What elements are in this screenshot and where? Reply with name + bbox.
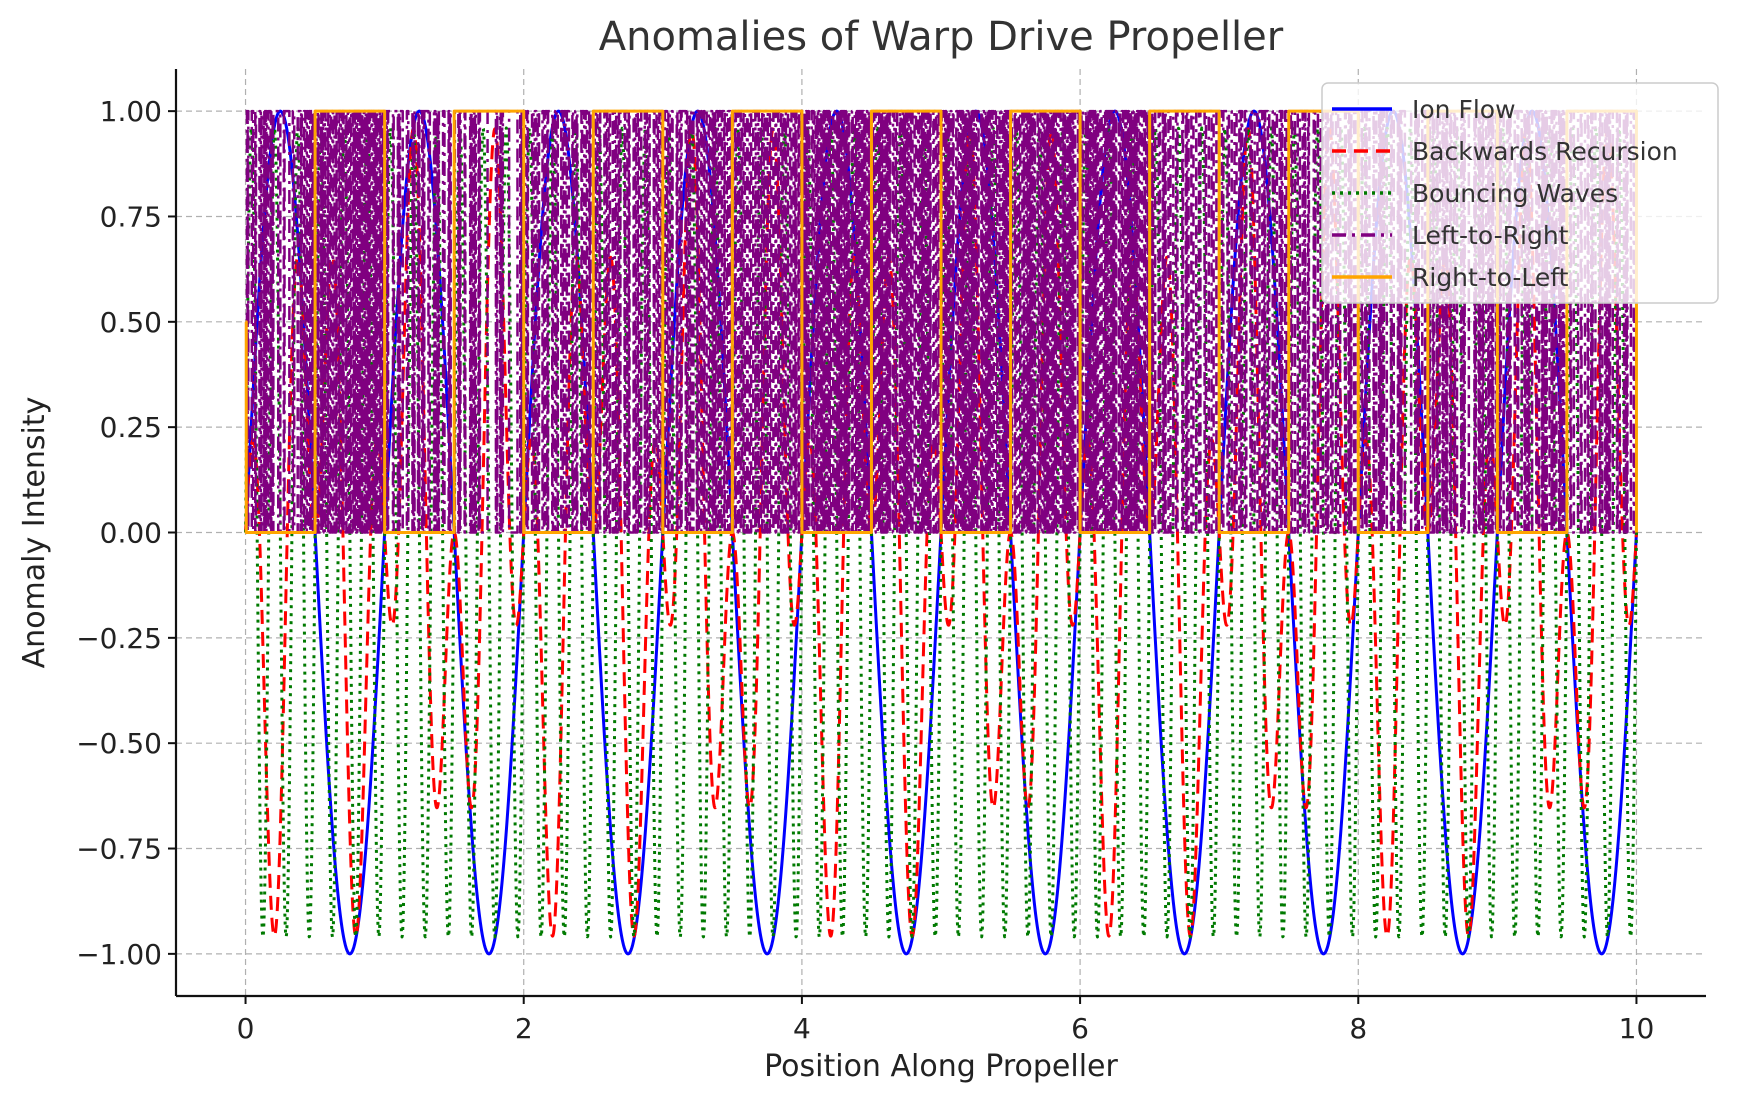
legend-entry: Backwards Recursion	[1332, 137, 1678, 166]
x-tick-label: 8	[1349, 1012, 1367, 1045]
ticks: 0 2 4 6 8 10 −1.00 −0.75 −0.50 −0.25 0.00 0.25 0.50 0…	[76, 95, 1654, 1045]
legend-entry: Bouncing Waves	[1332, 179, 1618, 208]
x-tick-label: 2	[515, 1012, 533, 1045]
y-tick-label: 1.00	[100, 95, 162, 128]
y-tick-label: −0.75	[76, 833, 162, 866]
legend-label: Left-to-Right	[1412, 221, 1569, 250]
y-tick-label: 0.75	[100, 200, 162, 233]
x-tick-label: 4	[793, 1012, 811, 1045]
legend-label: Right-to-Left	[1412, 263, 1569, 292]
y-tick-label: 0.00	[100, 517, 162, 550]
y-axis-label: Anomaly Intensity	[17, 397, 52, 669]
legend: Ion Flow Backwards Recursion Bouncing Wave…	[1321, 82, 1719, 304]
legend-entry: Right-to-Left	[1332, 263, 1569, 292]
x-tick-label: 6	[1071, 1012, 1089, 1045]
y-tick-label: −0.25	[76, 622, 162, 655]
chart-title: Anomalies of Warp Drive Propeller	[599, 14, 1284, 60]
series-line-right-to-left	[244, 109, 1638, 534]
x-axis-label: Position Along Propeller	[764, 1049, 1118, 1084]
y-tick-label: −1.00	[76, 938, 162, 971]
y-tick-label: 0.25	[100, 411, 162, 444]
legend-label: Ion Flow	[1412, 95, 1516, 124]
legend-label: Backwards Recursion	[1412, 137, 1678, 166]
legend-box	[1321, 82, 1719, 304]
y-tick-label: −0.50	[76, 727, 162, 760]
legend-entry: Left-to-Right	[1332, 221, 1569, 250]
x-tick-label: 10	[1619, 1012, 1655, 1045]
x-tick-label: 0	[237, 1012, 255, 1045]
legend-entry: Ion Flow	[1332, 95, 1516, 124]
y-tick-label: 0.50	[100, 306, 162, 339]
legend-label: Bouncing Waves	[1412, 179, 1618, 208]
